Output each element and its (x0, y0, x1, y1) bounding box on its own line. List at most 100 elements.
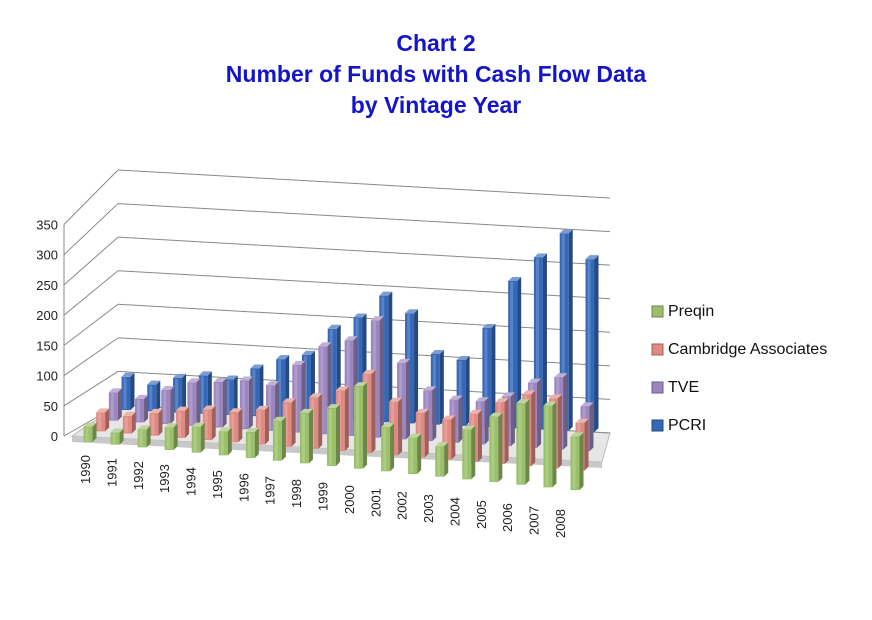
legend-label: PCRI (668, 417, 706, 434)
chart-bars (83, 229, 599, 490)
bar (96, 408, 110, 432)
x-tick-label: 1990 (78, 455, 93, 484)
bar (585, 255, 599, 432)
bar (543, 401, 557, 488)
gridline-side (63, 270, 119, 316)
x-tick-label: 2004 (447, 497, 462, 526)
legend-swatch (651, 343, 664, 356)
x-tick-label: 1995 (210, 470, 225, 499)
bar (245, 427, 259, 458)
bar (108, 388, 122, 421)
x-tick-label: 1994 (184, 467, 199, 496)
x-tick-label: 1991 (104, 458, 119, 487)
bar (327, 404, 340, 466)
bar (147, 380, 161, 412)
bar (121, 372, 135, 410)
chart-title-line-2: Number of Funds with Cash Flow Data (225, 61, 647, 87)
bar (250, 364, 264, 417)
legend-swatch (651, 419, 664, 432)
bar (442, 415, 456, 460)
bar (456, 355, 470, 426)
bar (272, 416, 286, 461)
bar (282, 398, 296, 447)
legend-label: Cambridge Associates (668, 341, 827, 358)
bar (570, 432, 584, 490)
bar (187, 378, 201, 426)
chart-legend: Preqin Cambridge Associates TVE PCRI (651, 303, 827, 434)
gridline (117, 236, 611, 266)
bar (173, 373, 187, 413)
x-tick-label: 1999 (316, 482, 331, 511)
gridline-side (63, 236, 119, 286)
bar (135, 394, 149, 423)
y-tick-label: 350 (36, 218, 58, 233)
x-tick-label: 2006 (500, 503, 515, 532)
bar (435, 442, 449, 477)
bar (299, 408, 313, 464)
bar (161, 385, 175, 425)
bar (255, 405, 269, 445)
chart-title-line-3: by Vintage Year (350, 92, 522, 118)
bar (137, 425, 151, 448)
x-tick-label: 2000 (342, 485, 357, 514)
legend-label: Preqin (668, 303, 714, 320)
x-axis-labels: 1990 1991 1992 1993 1994 1995 1996 1997 1998 1999… (78, 455, 568, 538)
bar (122, 411, 136, 434)
y-tick-label: 50 (44, 399, 58, 414)
x-tick-label: 2003 (421, 494, 436, 523)
gridline-side (63, 337, 119, 376)
gridline-side (63, 203, 119, 256)
x-tick-label: 1998 (289, 479, 304, 508)
y-tick-label: 300 (36, 248, 58, 263)
x-tick-label: 2007 (527, 506, 542, 535)
bar (202, 405, 216, 441)
bar (516, 399, 530, 485)
gridline (117, 203, 611, 233)
x-tick-label: 1997 (263, 476, 278, 505)
gridline (117, 270, 611, 300)
bar (381, 423, 395, 472)
x-tick-label: 2001 (368, 488, 383, 517)
bar (213, 377, 227, 428)
bar (83, 422, 97, 442)
chart-title-line-1: Chart 2 (396, 30, 476, 56)
y-tick-label: 150 (36, 338, 58, 353)
bar (218, 427, 232, 456)
bar (354, 382, 368, 469)
y-tick-label: 0 (51, 429, 58, 444)
bar (198, 371, 212, 414)
y-tick-label: 200 (36, 308, 58, 323)
bar (239, 376, 253, 430)
bar (533, 253, 547, 430)
gridline (117, 169, 611, 199)
x-tick-label: 1993 (157, 464, 172, 493)
y-tick-label: 100 (36, 369, 58, 384)
bar (224, 375, 238, 415)
bar (559, 229, 573, 431)
bar (176, 406, 190, 438)
bar (482, 324, 496, 428)
y-tick-label: 250 (36, 278, 58, 293)
bar (462, 425, 476, 480)
y-axis-labels: 0 50 100 150 200 250 300 350 (36, 218, 58, 445)
x-tick-label: 2005 (474, 500, 489, 529)
x-tick-label: 2002 (395, 491, 410, 520)
bar (110, 428, 124, 445)
bar (191, 422, 205, 453)
legend-swatch (651, 381, 664, 394)
bar (164, 423, 178, 450)
gridline-side (63, 303, 119, 346)
x-tick-label: 1996 (236, 473, 251, 502)
gridline-side (63, 371, 119, 407)
x-tick-label: 2008 (553, 509, 568, 538)
x-tick-label: 1992 (131, 461, 146, 490)
bar (149, 408, 163, 436)
bar (489, 412, 503, 482)
legend-swatch (651, 305, 664, 318)
bar (408, 433, 422, 474)
bar (508, 276, 522, 429)
chart-title: Chart 2 Number of Funds with Cash Flow D… (0, 28, 872, 121)
bar (229, 408, 243, 443)
gridline-side (63, 169, 119, 225)
